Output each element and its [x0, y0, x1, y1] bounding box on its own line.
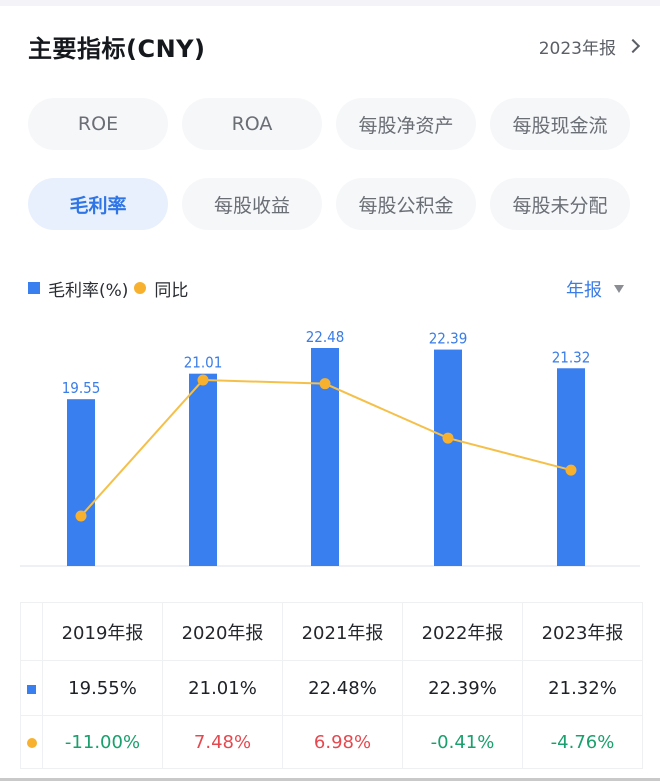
table-cell: -11.00%: [42, 715, 163, 769]
bar: [434, 349, 462, 566]
legend-line-label: 同比: [154, 280, 189, 301]
chip-undistributed-per-share[interactable]: 每股未分配: [490, 178, 630, 230]
top-divider: [0, 0, 660, 6]
bar: [67, 399, 95, 566]
table-header-cell: 2021年报: [282, 602, 403, 661]
table-cell: 21.01%: [162, 660, 283, 716]
table-cell: 6.98%: [282, 715, 403, 769]
table-header-cell: 2022年报: [402, 602, 523, 661]
chip-eps[interactable]: 每股收益: [182, 178, 322, 230]
period-type-dropdown[interactable]: 年报: [566, 276, 624, 302]
yoy-point: [319, 378, 331, 390]
metric-chips: ROE ROA 每股净资产 每股现金流 毛利率 每股收益 每股公积金 每股未分配: [28, 98, 632, 230]
report-period-link[interactable]: 2023年报: [538, 34, 641, 59]
table-cell: 22.48%: [282, 660, 403, 716]
section-title: 主要指标(CNY): [28, 34, 206, 63]
line-series-dot-icon: [26, 737, 37, 748]
bar-value-label: 21.32: [552, 348, 591, 366]
yoy-point: [75, 510, 87, 522]
table-header-row: 2019年报 2020年报 2021年报 2022年报 2023年报: [20, 602, 643, 661]
bar-value-label: 22.48: [306, 328, 345, 346]
table-cell: 21.32%: [522, 660, 643, 716]
yoy-points: [75, 374, 577, 522]
table-cell: 22.39%: [402, 660, 523, 716]
table-cell: 7.48%: [162, 715, 283, 769]
table-header-cell: 2020年报: [162, 602, 283, 661]
gross-margin-chart: 19.55 21.01 22.48 22.39 21.32: [20, 328, 640, 567]
yoy-point: [197, 374, 209, 386]
chart-legend: 毛利率(%) 同比: [28, 276, 189, 301]
table-header-cell: 2019年报: [42, 602, 163, 661]
report-period-label: 2023年报: [538, 38, 616, 59]
chip-net-assets-per-share[interactable]: 每股净资产: [336, 98, 476, 150]
table-header-cell: 2023年报: [522, 602, 643, 661]
chip-cashflow-per-share[interactable]: 每股现金流: [490, 98, 630, 150]
bar: [189, 373, 217, 566]
period-type-selected: 年报: [566, 280, 602, 301]
bar-value-label: 19.55: [62, 379, 101, 397]
table-cell: -4.76%: [522, 715, 643, 769]
bar-value-labels: 19.55 21.01 22.48 22.39 21.32: [62, 328, 591, 397]
yoy-point: [442, 432, 454, 444]
yoy-point: [565, 464, 577, 476]
chip-gross-margin[interactable]: 毛利率: [28, 178, 168, 230]
bar-value-label: 22.39: [429, 330, 468, 348]
table-cell: 19.55%: [42, 660, 163, 716]
chip-roe[interactable]: ROE: [28, 98, 168, 150]
table-cell: -0.41%: [402, 715, 523, 769]
data-table: 2019年报 2020年报 2021年报 2022年报 2023年报 19.55…: [20, 602, 643, 769]
bar-legend-square-icon: [28, 282, 40, 294]
bar-series-square-icon: [27, 684, 36, 694]
chip-roa[interactable]: ROA: [182, 98, 322, 150]
caret-down-icon: [614, 285, 624, 293]
bar-value-label: 21.01: [184, 354, 223, 372]
table-row-yoy: -11.00% 7.48% 6.98% -0.41% -4.76%: [20, 715, 643, 769]
chip-capital-reserve-per-share[interactable]: 每股公积金: [336, 178, 476, 230]
chevron-right-icon: [625, 38, 641, 54]
section-header: 主要指标(CNY) 2023年报: [28, 26, 641, 66]
table-row-gross-margin: 19.55% 21.01% 22.48% 22.39% 21.32%: [20, 660, 643, 716]
bottom-divider: [0, 778, 660, 781]
legend-bar-label: 毛利率(%): [48, 280, 129, 301]
line-legend-dot-icon: [134, 282, 147, 294]
